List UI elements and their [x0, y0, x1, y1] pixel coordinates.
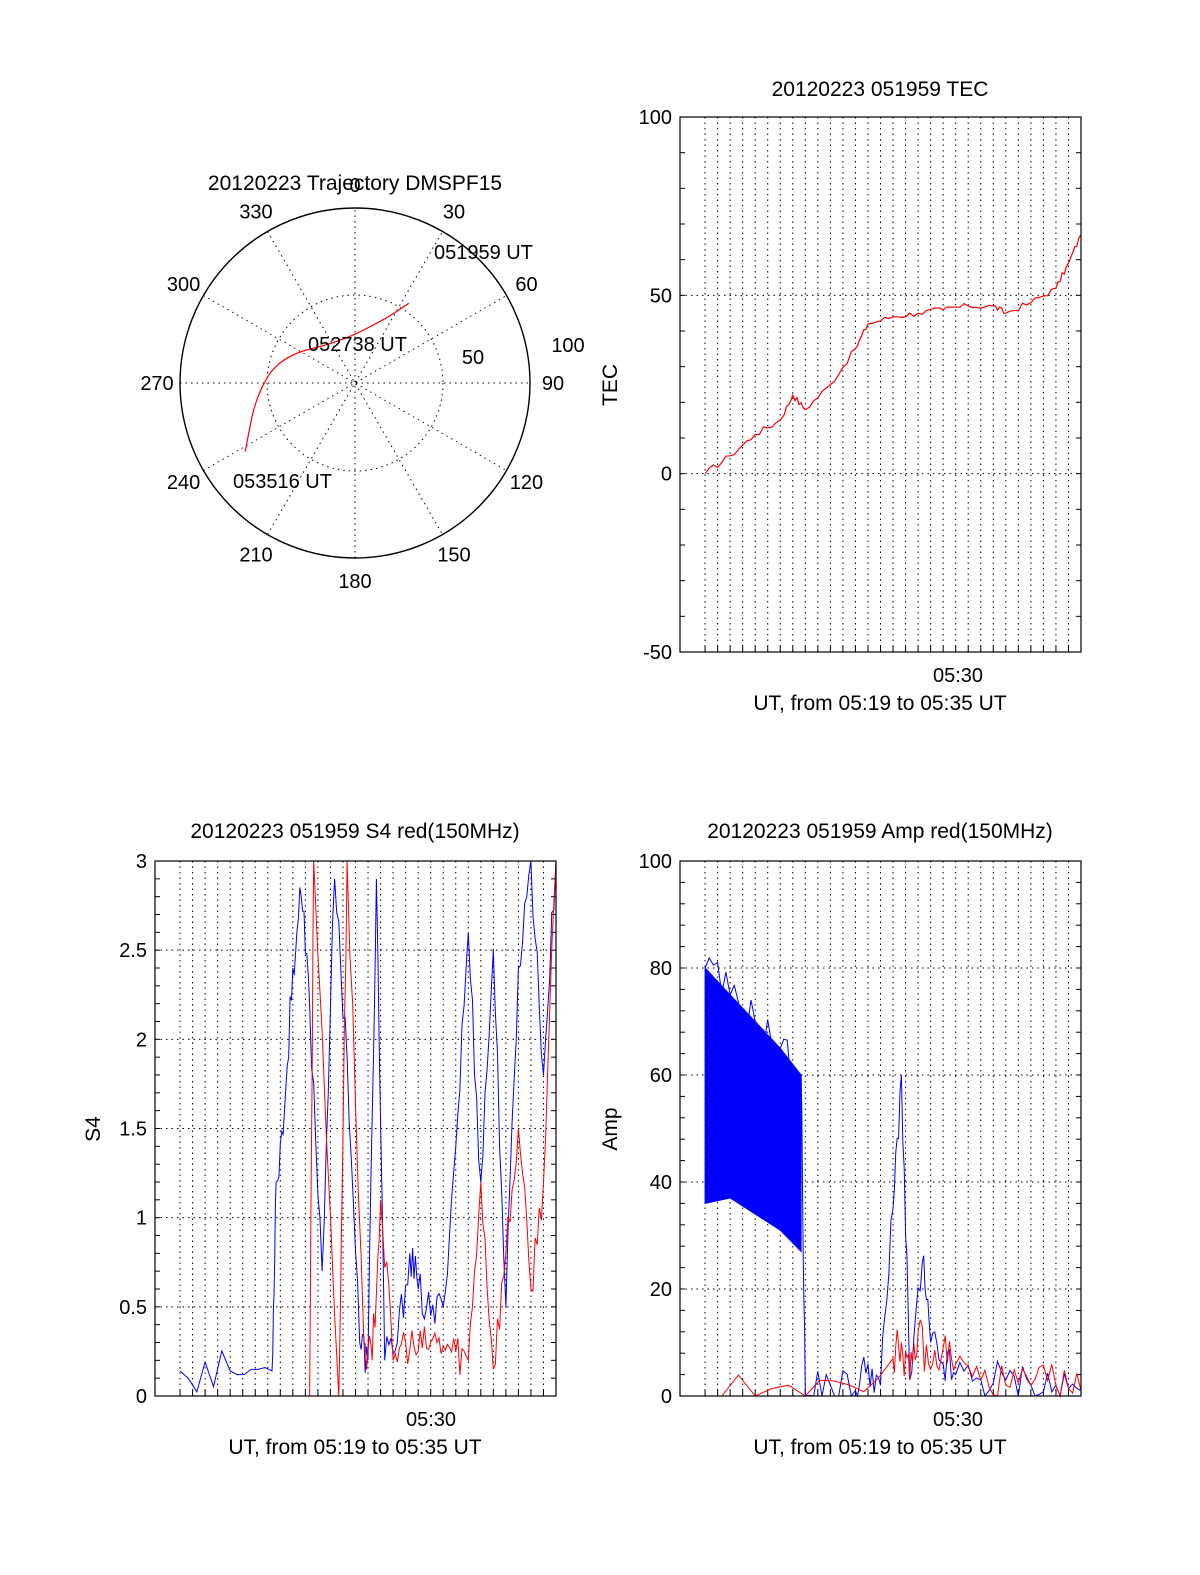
- tec-grid: [680, 116, 1081, 653]
- s4-y-tick-label: 2.5: [119, 940, 147, 962]
- tec-series-red: [704, 234, 1082, 475]
- amp-y-tick-label: 80: [650, 958, 672, 980]
- tec-y-tick-label: -50: [643, 642, 672, 664]
- s4-series: [179, 860, 557, 1397]
- amp-title: 20120223 051959 Amp red(150MHz): [707, 820, 1053, 843]
- polar-azimuth-label: 150: [437, 544, 470, 566]
- s4-grid: [155, 860, 556, 1397]
- amp-y-ticks: 0 20 40 60 80 100: [639, 851, 672, 1408]
- polar-azimuth-label: 210: [239, 544, 272, 566]
- s4-plot-frame: [154, 860, 557, 1397]
- polar-azimuth-label: 60: [515, 274, 537, 296]
- polar-spoke: [203, 295, 507, 471]
- s4-y-ticks: 0 0.5 1 1.5 2 2.5 3: [119, 851, 147, 1408]
- polar-spoke: [203, 295, 507, 471]
- amp-y-tick-label: 100: [639, 851, 672, 873]
- s4-y-tick-label: 3: [136, 851, 147, 873]
- amp-y-tick-label: 60: [650, 1065, 672, 1087]
- tec-y-tick-label: 100: [639, 107, 672, 129]
- polar-azimuth-label: 330: [239, 202, 272, 224]
- trajectory-polar-plot: 20120223 Trajectory DMSPF15 0 30 60 90 120 15…: [140, 172, 584, 593]
- s4-title: 20120223 051959 S4 red(150MHz): [190, 820, 519, 843]
- tec-y-axis-label: TEC: [599, 364, 622, 406]
- polar-azimuth-label: 90: [542, 373, 564, 395]
- s4-x-axis-label: UT, from 05:19 to 05:35 UT: [228, 1436, 481, 1459]
- s4-y-tick-label: 1: [136, 1208, 147, 1230]
- s4-y-tick-label: 2: [136, 1029, 147, 1051]
- s4-y-tick-label: 0: [136, 1386, 147, 1408]
- amp-y-axis-label: Amp: [599, 1107, 622, 1150]
- tec-series: [704, 234, 1082, 475]
- s4-x-tick-0530: 05:30: [406, 1409, 456, 1431]
- polar-radial-label-50: 50: [462, 347, 484, 369]
- polar-spoke: [267, 231, 443, 535]
- trajectory-end-label: 053516 UT: [233, 471, 332, 493]
- polar-spoke: [267, 231, 443, 535]
- polar-azimuth-label: 240: [167, 472, 200, 494]
- tec-title: 20120223 051959 TEC: [772, 78, 989, 101]
- tec-x-tick-0530: 05:30: [933, 665, 983, 687]
- amp-series: [704, 956, 1082, 1398]
- polar-azimuth-label: 30: [443, 202, 465, 224]
- tec-y-tick-label: 0: [661, 464, 672, 486]
- amp-plot-frame: [679, 860, 1082, 1397]
- trajectory-line: [244, 302, 410, 452]
- tec-x-axis-label: UT, from 05:19 to 05:35 UT: [753, 692, 1006, 715]
- polar-azimuth-label: 300: [167, 274, 200, 296]
- amp-y-tick-label: 40: [650, 1172, 672, 1194]
- amp-y-tick-label: 0: [661, 1386, 672, 1408]
- amp-x-tick-0530: 05:30: [933, 1409, 983, 1431]
- tec-y-tick-label: 50: [650, 285, 672, 307]
- amp-series-blue-band: [704, 966, 802, 1253]
- polar-azimuth-label: 0: [349, 175, 360, 197]
- amp-y-tick-label: 20: [650, 1279, 672, 1301]
- s4-y-tick-label: 0.5: [119, 1297, 147, 1319]
- s4-series-blue: [179, 860, 557, 1394]
- polar-inner-ring: [266, 294, 444, 472]
- s4-y-tick-label: 1.5: [119, 1119, 147, 1141]
- polar-azimuth-label: 270: [140, 373, 173, 395]
- polar-azimuth-label: 180: [338, 571, 371, 593]
- polar-azimuth-label: 120: [510, 472, 543, 494]
- tec-chart: 20120223 051959 TEC -50 0 50 100 05:30 UT, …: [599, 78, 1082, 715]
- amp-series-red: [705, 1319, 1082, 1398]
- tec-y-ticks: -50 0 50 100: [639, 107, 672, 664]
- polar-spokes: [180, 208, 530, 558]
- tec-plot-frame: [679, 116, 1082, 653]
- polar-azimuth-labels: 0 30 60 90 120 150 180 210 240 270 300 330: [140, 175, 564, 593]
- polar-radial-label-100: 100: [551, 335, 584, 357]
- s4-chart: 20120223 051959 S4 red(150MHz) 0 0.5 1 1.5 2…: [82, 820, 557, 1459]
- polar-title: 20120223 Trajectory DMSPF15: [208, 172, 502, 195]
- trajectory-mid-label: 052738 UT: [308, 334, 407, 356]
- s4-series-red: [309, 860, 557, 1397]
- amp-chart: 20120223 051959 Amp red(150MHz) 0 20 40 60 8…: [599, 820, 1082, 1459]
- amp-x-axis-label: UT, from 05:19 to 05:35 UT: [753, 1436, 1006, 1459]
- trajectory-start-label: 051959 UT: [434, 242, 533, 264]
- s4-y-axis-label: S4: [82, 1116, 105, 1142]
